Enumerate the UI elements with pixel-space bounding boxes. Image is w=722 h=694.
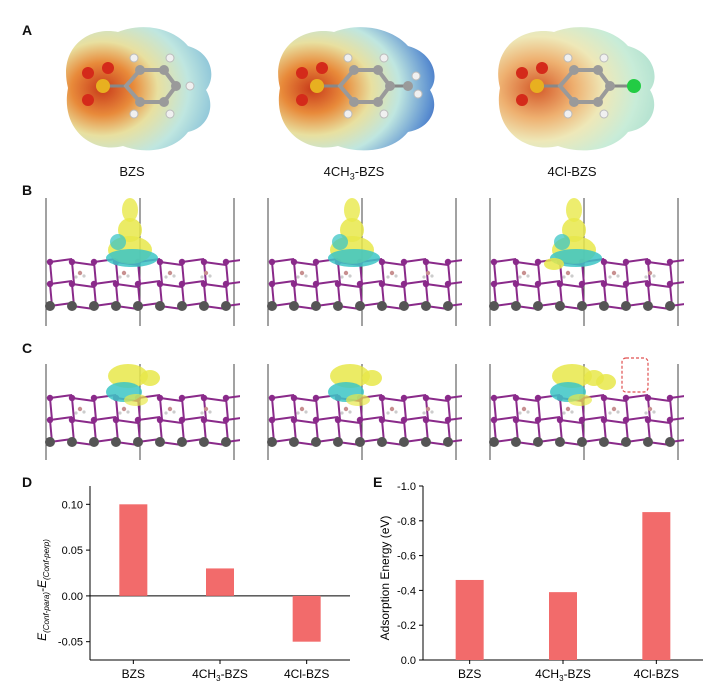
y-tick-label: -0.4 bbox=[397, 585, 416, 597]
y-tick-label: -0.2 bbox=[397, 620, 416, 632]
panel-letter-e: E bbox=[373, 474, 383, 490]
x-tick-label: 4Cl-BZS bbox=[284, 667, 329, 681]
esp-map-4ch3-bzs bbox=[278, 27, 435, 151]
bar-bzs bbox=[455, 579, 484, 660]
chart-d-ylabel: E(Conf-para)-E(Conf-perp) bbox=[35, 539, 51, 641]
bar-4cl-bzs bbox=[642, 512, 671, 660]
y-tick-label: -0.6 bbox=[397, 551, 416, 563]
x-tick-label: 4Cl-BZS bbox=[634, 667, 679, 681]
molecule-label-4cl-bzs: 4Cl-BZS bbox=[547, 164, 597, 179]
perovskite-lattice bbox=[45, 258, 240, 311]
panel-letter-d: D bbox=[22, 474, 33, 490]
charge-density-lobes bbox=[328, 364, 382, 406]
y-tick-label: 0.0 bbox=[401, 655, 416, 667]
y-tick-label: -0.05 bbox=[58, 637, 83, 649]
bar-bzs bbox=[119, 504, 148, 596]
esp-map-4cl-bzs bbox=[498, 27, 655, 151]
charge-density-lobes bbox=[550, 364, 616, 406]
x-tick-label: 4CH3-BZS bbox=[535, 667, 591, 683]
charge-density-b-bzs bbox=[45, 198, 240, 326]
y-tick-label: 0.05 bbox=[62, 545, 83, 557]
molecule-4cl-bzs bbox=[516, 53, 641, 119]
charge-density-b-4cl-bzs bbox=[489, 198, 684, 326]
highlight-box bbox=[621, 357, 649, 393]
charge-density-lobes bbox=[106, 364, 160, 406]
charge-density-c-4cl-bzs bbox=[489, 357, 684, 460]
charge-density-c-4ch3-bzs bbox=[267, 364, 462, 460]
chart-e-ylabel: Adsorption Energy (eV) bbox=[378, 516, 392, 641]
charge-density-c-bzs bbox=[45, 364, 240, 460]
y-tick-label: -1.0 bbox=[397, 481, 416, 493]
charge-density-b-4ch3-bzs bbox=[267, 198, 462, 326]
x-tick-label: BZS bbox=[122, 667, 145, 681]
perovskite-lattice bbox=[489, 258, 684, 311]
charge-density-lobes bbox=[544, 198, 602, 270]
charge-density-lobes bbox=[106, 198, 158, 267]
y-tick-label: 0.00 bbox=[62, 591, 83, 603]
y-tick-label: -0.8 bbox=[397, 516, 416, 528]
x-tick-label: BZS bbox=[458, 667, 481, 681]
esp-map-bzs bbox=[66, 27, 212, 151]
chart-e-adsorption-energy: Adsorption Energy (eV) 0.0 -0.2 -0.4 -0.6 -0… bbox=[378, 481, 703, 683]
molecule-4ch3-bzs bbox=[296, 53, 423, 119]
perovskite-lattice bbox=[267, 258, 462, 311]
molecule-label-4ch3-bzs: 4CH3-BZS bbox=[323, 164, 385, 182]
y-tick-label: 0.10 bbox=[62, 499, 83, 511]
chart-d-energy-difference: E(Conf-para)-E(Conf-perp) -0.05 0.00 0.05 0… bbox=[35, 486, 350, 683]
panel-letter-c: C bbox=[22, 340, 33, 356]
bar-4ch3-bzs bbox=[549, 592, 577, 660]
bar-4ch3-bzs bbox=[206, 568, 234, 596]
charge-density-lobes bbox=[328, 198, 380, 267]
panel-letter-b: B bbox=[22, 182, 33, 198]
molecule-label-bzs: BZS bbox=[119, 164, 145, 179]
bar-4cl-bzs bbox=[292, 595, 321, 642]
x-tick-label: 4CH3-BZS bbox=[192, 667, 248, 683]
panel-letter-a: A bbox=[22, 22, 33, 38]
molecule-bzs bbox=[82, 53, 195, 119]
